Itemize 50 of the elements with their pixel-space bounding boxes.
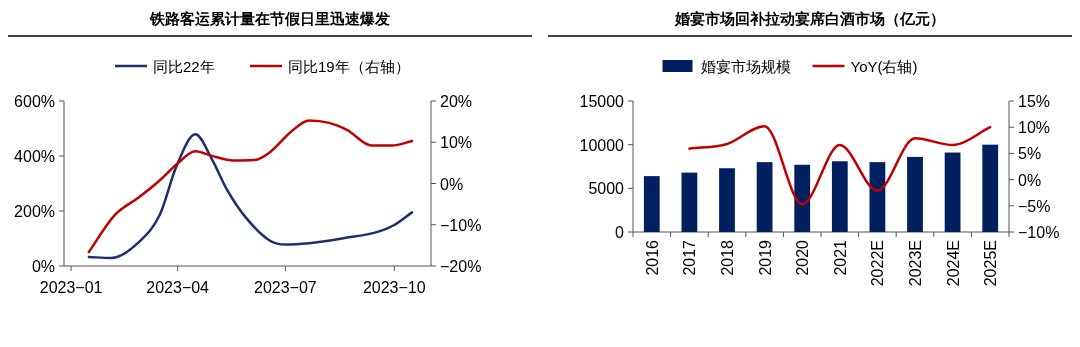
- x-tick-label: 2021: [831, 239, 849, 276]
- x-tick-label: 2017: [681, 239, 699, 276]
- legend-label: YoY(右轴): [850, 58, 918, 75]
- y2-tick-label: −10%: [440, 216, 482, 234]
- y2-tick-label: −5%: [1018, 197, 1051, 215]
- y-tick-label: 200%: [14, 203, 55, 220]
- bar: [643, 176, 660, 232]
- legend-label: 同比22年: [153, 58, 215, 75]
- y2-tick-label: 15%: [1018, 93, 1051, 110]
- x-tick-label: 2023−10: [362, 279, 426, 296]
- x-tick-label: 2023−01: [39, 279, 103, 296]
- y-tick-label: 400%: [14, 148, 55, 165]
- x-tick-label: 2016: [643, 239, 661, 276]
- x-tick-label: 2018: [719, 239, 736, 276]
- y-tick-label: 600%: [14, 93, 55, 110]
- legend-label: 同比19年（右轴）: [288, 58, 410, 75]
- chart-title: 铁路客运累计量在节假日里迅速爆发: [149, 10, 390, 27]
- bar: [794, 164, 811, 232]
- y-tick-label: 15000: [579, 93, 625, 110]
- y-tick-label: 10000: [579, 136, 625, 154]
- bar: [681, 172, 698, 232]
- bar: [907, 156, 923, 232]
- x-tick-label: 2025E: [982, 240, 1000, 287]
- x-tick-label: 2019: [756, 239, 774, 276]
- y2-tick-label: 10%: [1018, 119, 1051, 137]
- x-tick-label: 2022E: [869, 240, 887, 287]
- x-tick-label: 2023−07: [254, 279, 317, 296]
- bar: [982, 144, 999, 232]
- bar: [719, 168, 735, 232]
- y2-tick-label: 0%: [440, 175, 464, 193]
- line-series: [688, 124, 992, 206]
- y2-tick-label: 5%: [1018, 145, 1042, 163]
- bar: [831, 161, 848, 232]
- bar: [869, 162, 886, 232]
- x-tick-label: 2020: [794, 239, 812, 276]
- x-tick-label: 2023E: [907, 240, 924, 287]
- y-tick-label: 0: [615, 224, 625, 241]
- chart-title: 婚宴市场回补拉动宴席白酒市场（亿元）: [674, 10, 945, 27]
- y2-tick-label: −20%: [440, 258, 482, 275]
- y-tick-label: 5000: [588, 180, 625, 198]
- x-tick-label: 2023−04: [146, 279, 210, 296]
- y-tick-label: 0%: [31, 258, 55, 275]
- y2-tick-label: −10%: [1018, 224, 1060, 241]
- y2-tick-label: 0%: [1018, 171, 1042, 189]
- x-tick-label: 2024E: [944, 240, 962, 287]
- bar: [944, 152, 961, 232]
- bar: [756, 162, 773, 232]
- y2-tick-label: 10%: [440, 134, 473, 152]
- y2-tick-label: 20%: [440, 93, 473, 110]
- legend-label: 婚宴市场规模: [700, 58, 791, 75]
